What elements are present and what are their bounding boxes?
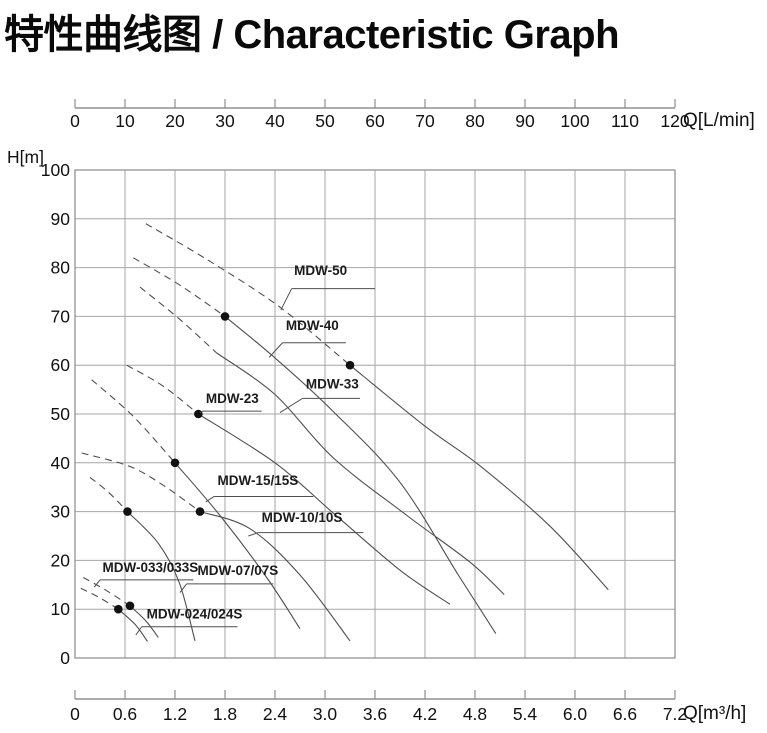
bottom-axis-unit-label: Q[m³/h] (683, 703, 746, 724)
curve-label-leader-MDW-23 (199, 410, 203, 414)
curve-MDW-033/033S-solid (129, 605, 159, 638)
curve-label-MDW-23: MDW-23 (206, 391, 259, 406)
left-axis-tick-label: 80 (51, 258, 71, 278)
page-title: 特性曲线图 / Characteristic Graph (4, 13, 620, 57)
curve-label-MDW-033/033S: MDW-033/033S (103, 560, 199, 575)
rated-point-dot-MDW-10/10S (195, 507, 205, 516)
left-axis-tick-label: 90 (51, 209, 71, 229)
bottom-axis-tick-label: 5.4 (513, 704, 538, 724)
top-axis-tick-label: 80 (465, 111, 485, 131)
rated-point-dot-MDW-23 (194, 409, 203, 419)
curve-MDW-10/10S-solid (199, 511, 351, 642)
rated-point-dot-MDW-50 (345, 360, 355, 370)
curve-label-leader-MDW-07/07S (179, 583, 188, 593)
rated-point-dot-MDW-024/024S (114, 604, 123, 614)
left-axis-tick-label: 100 (41, 160, 70, 180)
top-axis-tick-label: 90 (515, 111, 535, 131)
top-axis-tick-label: 10 (115, 111, 135, 131)
curve-MDW-50-dashed (145, 223, 351, 366)
rated-point-dot-MDW-033/033S (125, 601, 135, 611)
left-axis-tick-label: 30 (51, 502, 71, 522)
curve-MDW-40-solid (224, 315, 497, 634)
curve-label-MDW-33: MDW-33 (306, 376, 359, 391)
left-axis-tick-label: 50 (51, 404, 71, 424)
curve-MDW-40-dashed (133, 257, 226, 317)
left-axis-tick-label: 20 (51, 550, 71, 570)
top-axis-tick-label: 0 (70, 111, 80, 131)
top-axis-tick-label: 110 (611, 111, 639, 131)
bottom-axis-tick-label: 0.6 (113, 704, 137, 724)
top-axis-unit-label: Q[L/min] (683, 110, 755, 131)
bottom-axis-tick-label: 6.6 (613, 704, 637, 724)
top-axis-tick-label: 120 (660, 111, 689, 131)
curve-MDW-024/024S-solid (117, 608, 148, 642)
left-axis-tick-label: 70 (51, 306, 71, 326)
curve-MDW-50-solid (349, 364, 609, 591)
plot-border (74, 169, 676, 659)
bottom-axis-tick-label: 1.2 (163, 704, 187, 724)
left-axis-tick-label: 0 (60, 648, 70, 668)
left-axis-tick-label: 40 (51, 453, 71, 473)
left-axis-tick-label: 60 (51, 355, 71, 375)
curve-label-leader-MDW-40 (268, 342, 283, 358)
curve-label-leader-MDW-033/033S (93, 579, 101, 588)
bottom-axis-tick-label: 4.8 (463, 704, 487, 724)
curve-label-MDW-10/10S: MDW-10/10S (262, 510, 343, 525)
left-axis-unit-label: H[m] (7, 147, 44, 167)
curve-MDW-15/15S-solid (174, 462, 301, 630)
curve-MDW-07/07S-dashed (89, 476, 128, 512)
top-axis-tick-label: 60 (365, 111, 385, 131)
bottom-axis-tick-label: 7.2 (663, 704, 687, 724)
bottom-axis-tick-label: 6.0 (563, 704, 588, 724)
curve-label-MDW-07/07S: MDW-07/07S (198, 563, 279, 578)
bottom-axis-tick-label: 1.8 (213, 704, 237, 724)
curve-MDW-33-dashed (139, 286, 218, 354)
curve-MDW-07/07S-solid (127, 511, 196, 642)
bottom-axis-tick-label: 3.0 (313, 704, 338, 724)
curve-label-leader-MDW-50 (280, 288, 293, 311)
bottom-axis-tick-label: 3.6 (363, 704, 387, 724)
left-axis-tick-label: 10 (51, 599, 71, 619)
curve-MDW-23-dashed (126, 364, 199, 415)
curve-MDW-024/024S-dashed (80, 587, 119, 610)
curve-label-MDW-024/024S: MDW-024/024S (147, 606, 243, 621)
curve-label-MDW-15/15S: MDW-15/15S (218, 473, 299, 488)
top-axis-tick-label: 30 (215, 111, 235, 131)
curve-MDW-33-solid (216, 352, 505, 595)
bottom-axis-tick-label: 4.2 (413, 704, 437, 724)
top-axis-tick-label: 100 (560, 111, 589, 131)
rated-point-dot-MDW-40 (220, 312, 230, 321)
top-axis-tick-label: 40 (265, 111, 285, 131)
curve-MDW-15/15S-dashed (91, 379, 176, 464)
curve-MDW-033/033S-dashed (83, 577, 131, 607)
curve-label-MDW-50: MDW-50 (294, 263, 347, 278)
curve-label-leader-MDW-024/024S (135, 626, 143, 636)
rated-point-dot-MDW-15/15S (170, 458, 180, 468)
top-axis-tick-label: 20 (165, 111, 185, 131)
curve-label-leader-MDW-10/10S (248, 532, 259, 537)
rated-point-dot-MDW-07/07S (123, 507, 132, 516)
curve-MDW-10/10S-dashed (81, 452, 201, 513)
bottom-axis-tick-label: 2.4 (263, 704, 288, 724)
bottom-axis-tick-label: 0 (70, 704, 80, 724)
top-axis-tick-label: 70 (415, 111, 435, 131)
top-axis-tick-label: 50 (315, 111, 335, 131)
curve-label-MDW-40: MDW-40 (286, 318, 339, 333)
curve-label-leader-MDW-15/15S (205, 496, 215, 503)
curve-label-leader-MDW-33 (279, 397, 303, 413)
curve-MDW-23-solid (198, 413, 451, 605)
